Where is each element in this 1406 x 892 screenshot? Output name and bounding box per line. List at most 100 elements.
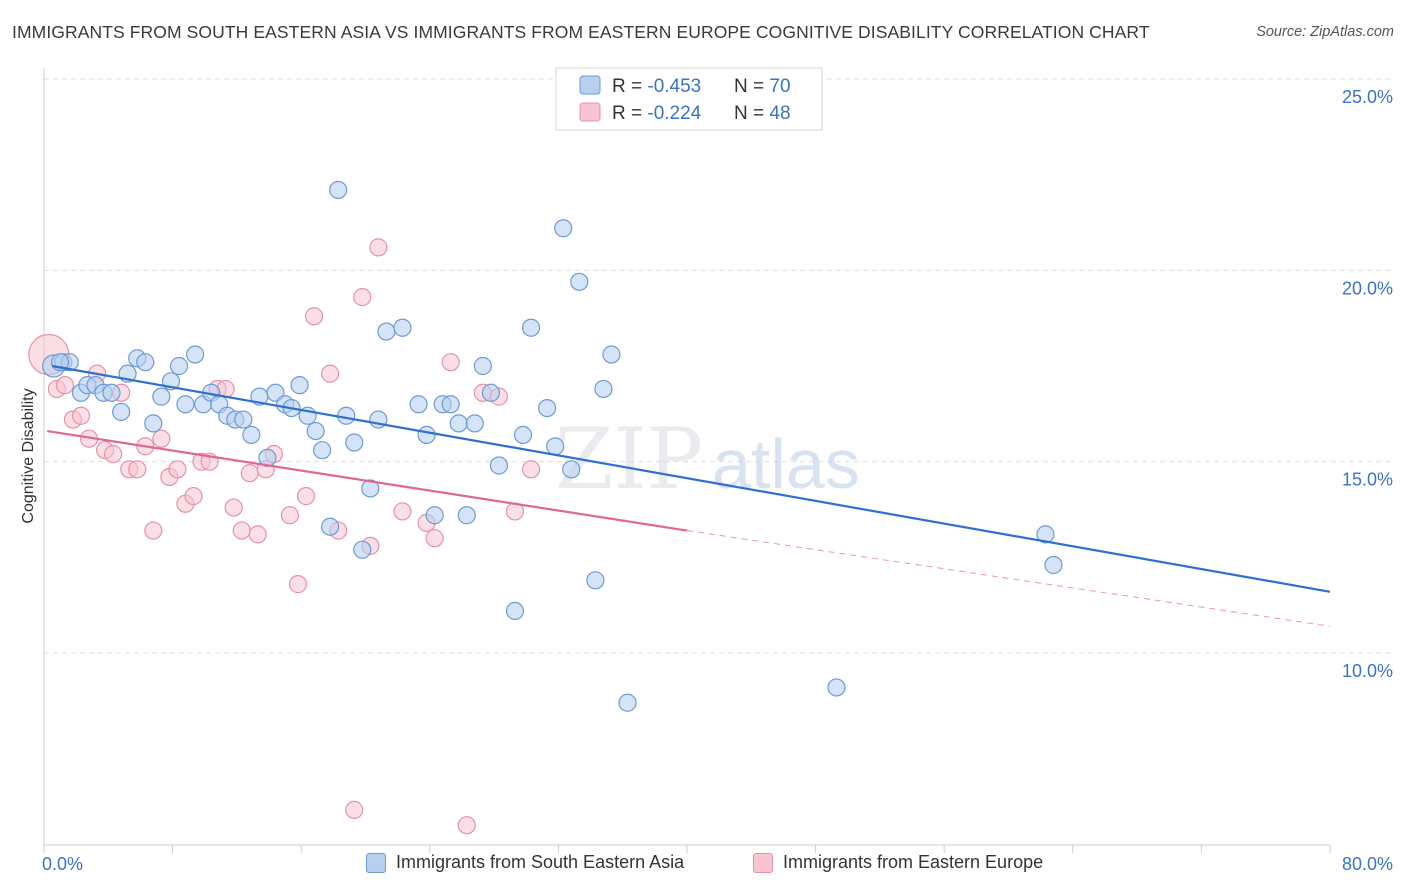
eastern-europe-point bbox=[104, 444, 123, 464]
legend-item-eastern-europe[interactable]: Immigrants from Eastern Europe bbox=[753, 852, 1043, 873]
eastern-europe-point bbox=[240, 464, 259, 483]
eastern-europe-point bbox=[184, 487, 203, 506]
eastern-europe-point bbox=[224, 498, 243, 517]
south-eastern-asia-point bbox=[377, 322, 396, 341]
south-eastern-asia-point bbox=[112, 402, 131, 422]
south-eastern-asia-point bbox=[586, 571, 605, 590]
south-eastern-asia-point bbox=[449, 414, 468, 433]
south-eastern-asia-point bbox=[144, 414, 163, 433]
axes bbox=[43, 68, 1331, 853]
south-eastern-asia-point bbox=[441, 395, 460, 414]
south-eastern-asia-point bbox=[1044, 555, 1063, 575]
eastern-europe-point bbox=[457, 816, 476, 835]
stats-legend-pink-swatch bbox=[579, 102, 601, 122]
south-eastern-asia-point bbox=[562, 460, 581, 479]
stats-n-label-1: N = bbox=[734, 76, 769, 97]
south-eastern-asia-point bbox=[465, 414, 484, 433]
south-eastern-asia-trend-line bbox=[51, 364, 1331, 593]
trend-lines bbox=[47, 364, 1331, 627]
eastern-europe-point bbox=[441, 353, 460, 372]
eastern-europe-point bbox=[232, 521, 251, 540]
stats-n-value-1: 70 bbox=[769, 76, 790, 97]
south-eastern-asia-point bbox=[152, 387, 171, 406]
eastern-europe-point bbox=[152, 429, 171, 448]
eastern-europe-trend-line bbox=[47, 429, 688, 532]
south-eastern-asia-point bbox=[306, 421, 325, 441]
south-eastern-asia-point bbox=[1036, 525, 1055, 544]
eastern-europe-point bbox=[71, 406, 91, 425]
stats-r-label-1: R = bbox=[612, 76, 647, 97]
y-tick-label: 25.0% bbox=[1342, 87, 1393, 107]
south-eastern-asia-point bbox=[554, 219, 573, 238]
south-eastern-asia-point bbox=[602, 345, 621, 364]
y-tick-label: 15.0% bbox=[1342, 470, 1393, 490]
south-eastern-asia-point bbox=[481, 383, 500, 402]
eastern-europe-point bbox=[280, 506, 300, 525]
legend-label-south-eastern-asia: Immigrants from South Eastern Asia bbox=[396, 852, 685, 872]
legend-swatch-blue bbox=[366, 852, 386, 873]
eastern-europe-point bbox=[353, 288, 372, 307]
stats-r-label-2: R = bbox=[612, 103, 647, 124]
south-eastern-asia-point bbox=[505, 601, 525, 621]
south-eastern-asia-point bbox=[570, 272, 589, 291]
series-south-eastern-asia-points bbox=[42, 180, 1063, 712]
stats-legend-blue-swatch bbox=[579, 75, 601, 95]
south-eastern-asia-point bbox=[393, 318, 412, 337]
south-eastern-asia-point bbox=[353, 540, 372, 559]
stats-r-value-2: -0.224 bbox=[647, 103, 701, 124]
stats-legend-row2: R = -0.224 N = 48 bbox=[612, 103, 791, 124]
eastern-europe-point bbox=[425, 529, 444, 548]
south-eastern-asia-point bbox=[417, 425, 436, 444]
stats-r-value-1: -0.453 bbox=[647, 76, 701, 97]
south-eastern-asia-point bbox=[329, 180, 348, 200]
south-eastern-asia-point bbox=[312, 441, 332, 460]
bottom-legend: Immigrants from South Eastern Asia Immig… bbox=[0, 852, 1406, 876]
south-eastern-asia-point bbox=[361, 479, 380, 498]
y-axis-label: Cognitive Disability bbox=[20, 388, 37, 523]
tick-labels: 10.0% 15.0% 20.0% 25.0% 0.0% 80.0% bbox=[42, 87, 1393, 874]
south-eastern-asia-point bbox=[618, 693, 637, 712]
south-eastern-asia-point bbox=[521, 318, 541, 337]
eastern-europe-trend-line-extension bbox=[686, 530, 1331, 627]
south-eastern-asia-point bbox=[234, 410, 253, 429]
south-eastern-asia-point bbox=[176, 395, 195, 414]
eastern-europe-point bbox=[248, 525, 267, 544]
eastern-europe-point bbox=[369, 238, 388, 257]
eastern-europe-point bbox=[393, 502, 412, 521]
south-eastern-asia-point bbox=[425, 506, 444, 525]
watermark: ZIP atlas bbox=[555, 410, 860, 508]
stats-n-value-2: 48 bbox=[769, 103, 790, 124]
stats-legend-row1: R = -0.453 N = 70 bbox=[612, 76, 791, 97]
eastern-europe-point bbox=[296, 487, 316, 506]
chart-title: IMMIGRANTS FROM SOUTH EASTERN ASIA VS IM… bbox=[12, 22, 1150, 42]
eastern-europe-point bbox=[128, 460, 147, 479]
eastern-europe-point bbox=[345, 800, 364, 819]
south-eastern-asia-point bbox=[513, 425, 533, 444]
eastern-europe-point bbox=[304, 307, 324, 326]
south-eastern-asia-point bbox=[489, 456, 509, 475]
south-eastern-asia-point bbox=[473, 356, 492, 376]
south-eastern-asia-point bbox=[169, 356, 189, 376]
y-tick-label: 10.0% bbox=[1342, 661, 1393, 681]
south-eastern-asia-point bbox=[136, 353, 155, 372]
south-eastern-asia-point bbox=[546, 437, 565, 456]
south-eastern-asia-point bbox=[457, 506, 476, 525]
watermark-atlas: atlas bbox=[712, 425, 860, 503]
legend-swatch-pink bbox=[753, 852, 773, 873]
eastern-europe-point bbox=[321, 364, 340, 383]
legend-label-eastern-europe: Immigrants from Eastern Europe bbox=[783, 852, 1044, 872]
south-eastern-asia-point bbox=[186, 345, 205, 364]
south-eastern-asia-point bbox=[321, 517, 340, 536]
eastern-europe-point bbox=[168, 460, 187, 479]
series-eastern-europe-points bbox=[28, 238, 541, 835]
south-eastern-asia-point bbox=[345, 433, 364, 452]
south-eastern-asia-point bbox=[102, 383, 121, 402]
south-eastern-asia-point bbox=[409, 395, 428, 414]
x-tick-label: 0.0% bbox=[42, 854, 83, 874]
south-eastern-asia-point bbox=[594, 379, 613, 399]
legend-item-south-eastern-asia[interactable]: Immigrants from South Eastern Asia bbox=[366, 852, 684, 873]
eastern-europe-point bbox=[55, 376, 74, 395]
south-eastern-asia-point bbox=[827, 678, 846, 697]
stats-n-label-2: N = bbox=[734, 103, 769, 124]
